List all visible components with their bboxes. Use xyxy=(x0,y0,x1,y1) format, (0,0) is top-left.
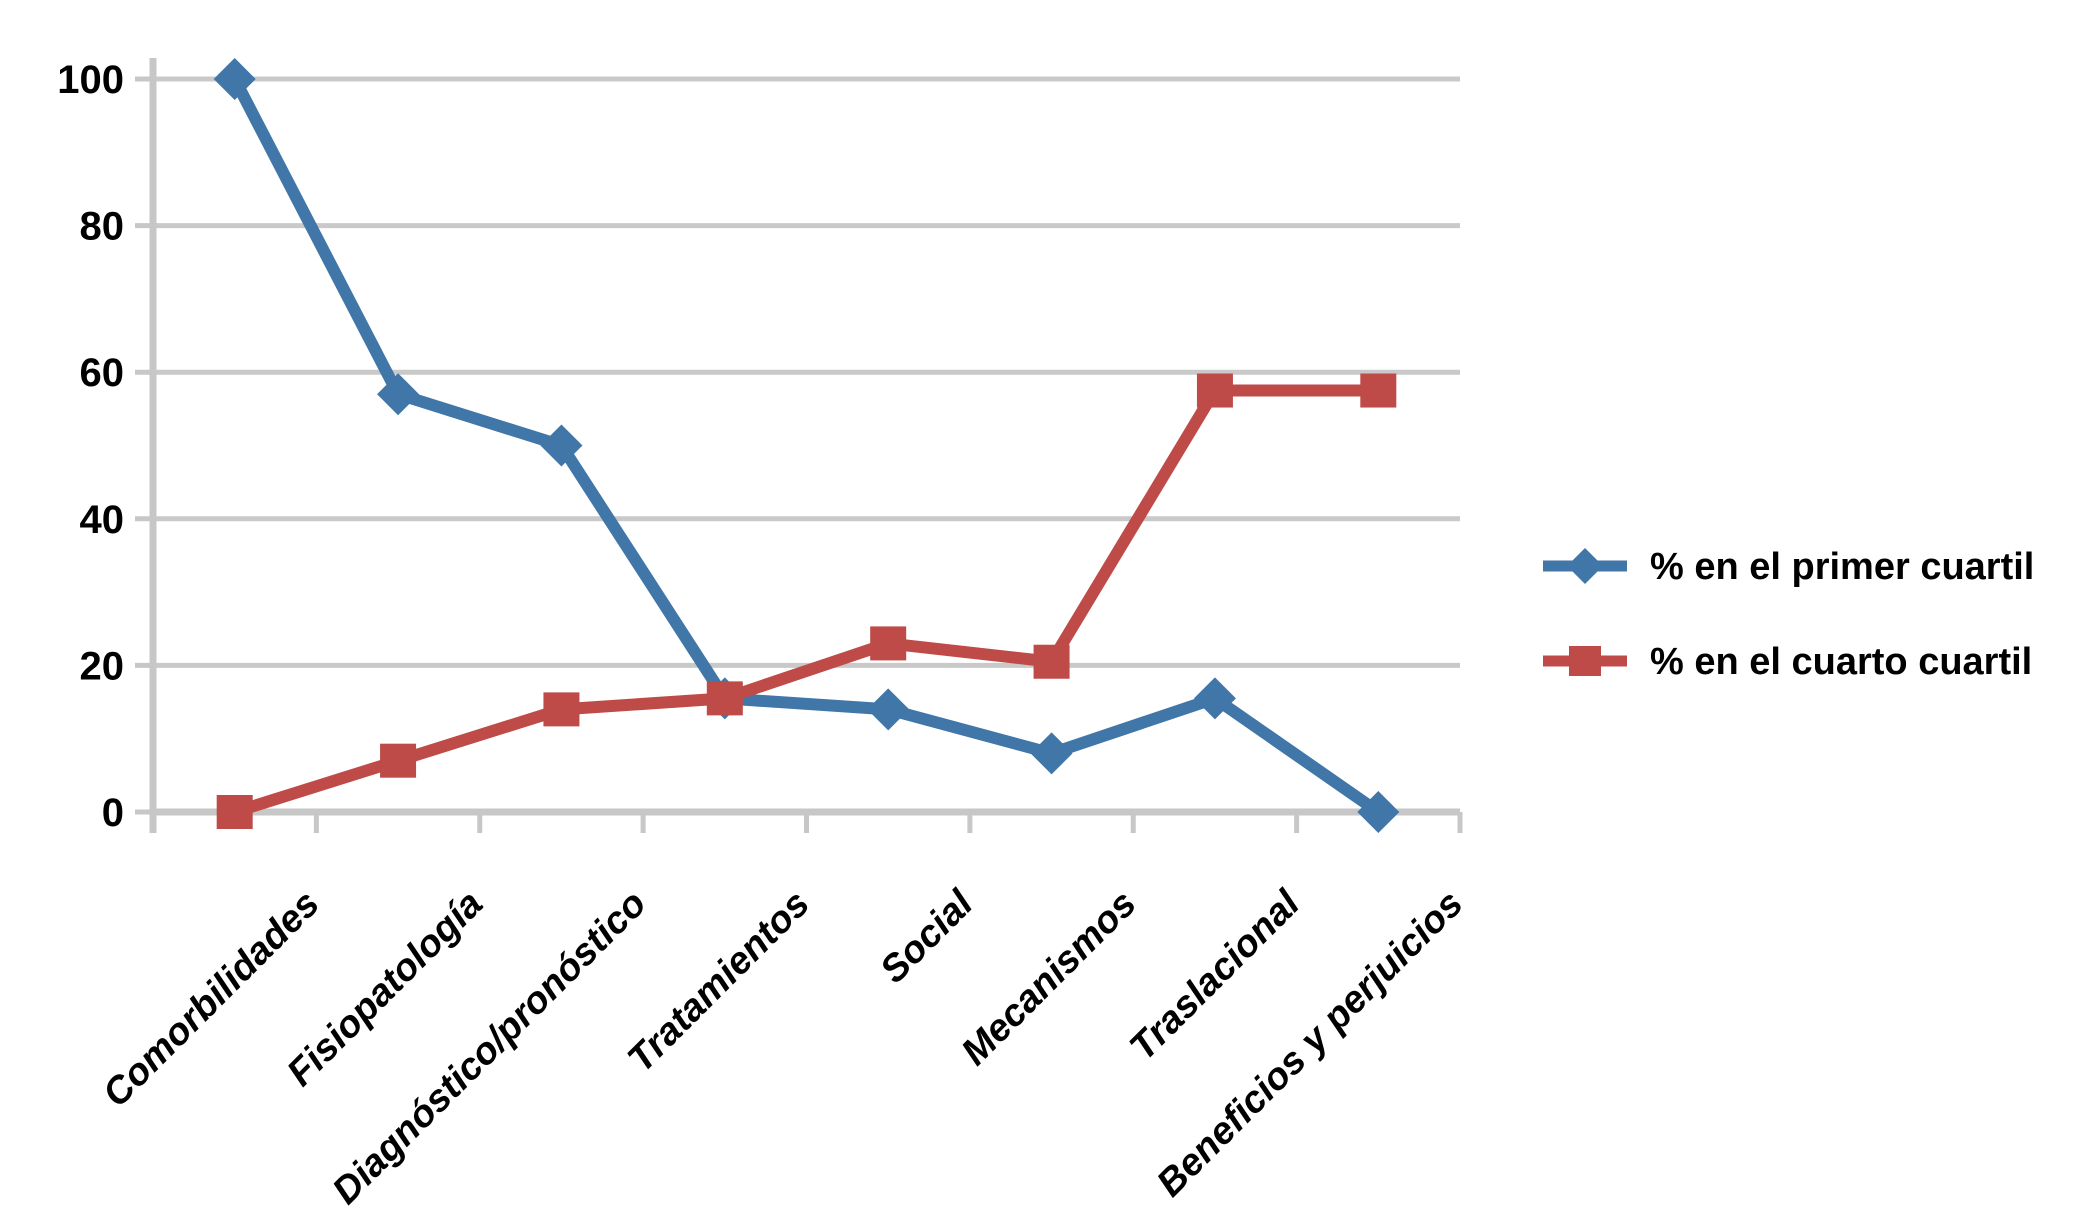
y-tick-label: 100 xyxy=(57,58,124,102)
legend-diamond-icon xyxy=(1567,548,1603,584)
data-point-square xyxy=(543,692,580,727)
series-line-primer-cuartil xyxy=(228,73,1385,818)
data-point-square xyxy=(1360,373,1397,408)
data-point-diamond xyxy=(213,58,256,100)
data-point-diamond xyxy=(1193,677,1236,720)
y-tick-label: 0 xyxy=(102,791,124,835)
legend-label: % en el cuarto cuartil xyxy=(1650,641,2032,683)
y-tick-label: 40 xyxy=(80,498,125,542)
data-point-diamond xyxy=(867,688,910,731)
data-point-diamond xyxy=(540,424,583,467)
y-tick-label: 20 xyxy=(80,644,125,688)
y-tick-label: 60 xyxy=(80,351,125,395)
data-point-square xyxy=(380,743,417,778)
data-point-square xyxy=(1196,373,1233,408)
data-point-square xyxy=(706,681,743,716)
data-point-square xyxy=(216,795,253,829)
data-point-square xyxy=(1033,644,1070,679)
series-line-cuarto-cuartil xyxy=(228,384,1385,818)
y-tick-label: 80 xyxy=(80,205,125,249)
legend-label: % en el primer cuartil xyxy=(1650,546,2034,588)
data-point-diamond xyxy=(1357,791,1400,833)
data-point-diamond xyxy=(377,373,420,416)
data-point-diamond xyxy=(1030,732,1073,775)
data-point-square xyxy=(870,626,907,661)
legend-square-icon xyxy=(1569,646,1601,676)
